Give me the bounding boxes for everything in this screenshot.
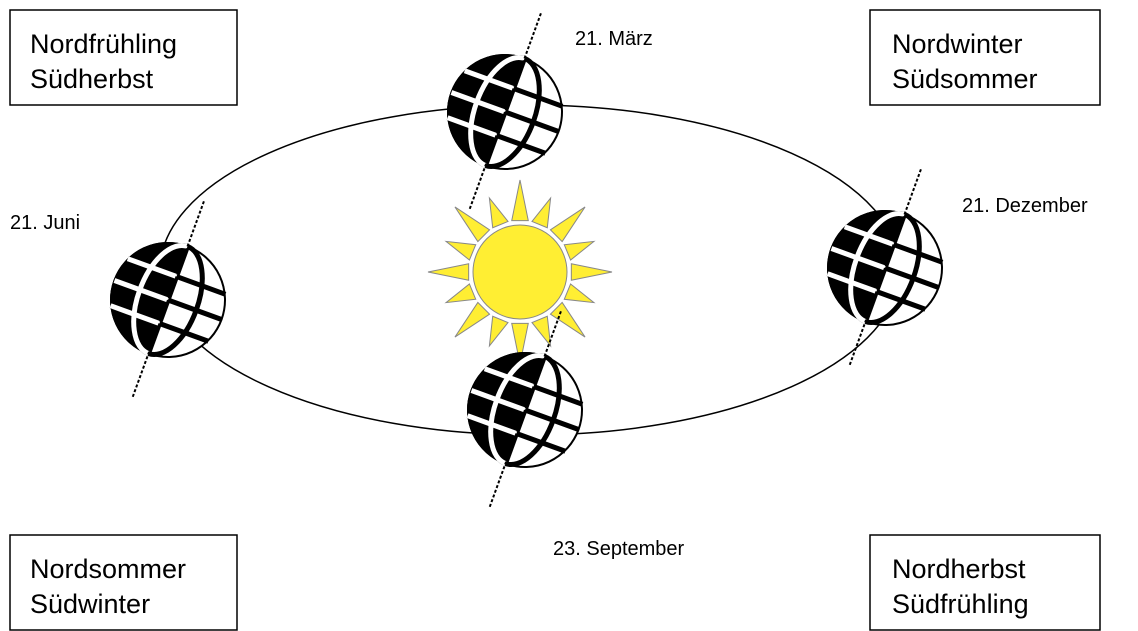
sun-ray	[455, 302, 490, 337]
sun-ray	[532, 316, 551, 346]
sun-ray	[489, 198, 508, 228]
box-text: Nordwinter	[892, 29, 1023, 59]
box-text: Südherbst	[30, 64, 154, 94]
date-label: 23. September	[553, 538, 685, 560]
earth	[78, 181, 259, 418]
sun-ray	[550, 207, 585, 242]
sun-disc	[473, 225, 567, 319]
sun-ray	[489, 316, 508, 346]
date-label: 21. Juni	[10, 212, 80, 234]
page: Nordfrühling Südherbst Nordwinter Südsom…	[0, 0, 1138, 631]
box-text: Südfrühling	[892, 589, 1029, 619]
sun-ray	[428, 264, 469, 281]
earth	[795, 149, 976, 386]
date-label: 21. Dezember	[962, 195, 1088, 217]
sun-ray	[446, 241, 476, 260]
box-text: Südwinter	[30, 589, 150, 619]
date-label: 21. März	[575, 28, 653, 50]
sun-ray	[571, 264, 612, 281]
sun-ray	[455, 207, 490, 242]
sun-ray	[532, 198, 551, 228]
sun-ray	[564, 284, 594, 303]
box-text: Südsommer	[892, 64, 1038, 94]
sun	[428, 180, 612, 364]
sun-ray	[550, 302, 585, 337]
box-text: Nordherbst	[892, 554, 1026, 584]
box-text: Nordfrühling	[30, 29, 177, 59]
sun-ray	[564, 241, 594, 260]
sun-ray	[446, 284, 476, 303]
box-text: Nordsommer	[30, 554, 186, 584]
sun-ray	[512, 180, 529, 221]
diagram: Nordfrühling Südherbst Nordwinter Südsom…	[0, 0, 1138, 631]
earth	[415, 0, 596, 231]
